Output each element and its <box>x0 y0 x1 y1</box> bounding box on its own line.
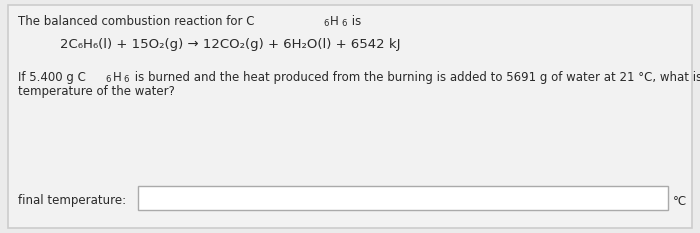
Text: 6: 6 <box>323 18 328 27</box>
Text: The balanced combustion reaction for C: The balanced combustion reaction for C <box>18 15 255 28</box>
Text: °C: °C <box>673 195 687 208</box>
Text: temperature of the water?: temperature of the water? <box>18 85 175 98</box>
Text: If 5.400 g C: If 5.400 g C <box>18 71 86 84</box>
Text: is: is <box>349 15 362 28</box>
Text: H: H <box>330 15 339 28</box>
Text: final temperature:: final temperature: <box>18 194 126 207</box>
Text: is burned and the heat produced from the burning is added to 5691 g of water at : is burned and the heat produced from the… <box>131 71 700 84</box>
FancyBboxPatch shape <box>8 5 692 228</box>
Text: 6: 6 <box>106 75 111 83</box>
Text: 6: 6 <box>342 18 346 27</box>
Text: H: H <box>113 71 121 84</box>
FancyBboxPatch shape <box>138 186 668 210</box>
Text: 2C₆H₆(l) + 15O₂(g) → 12CO₂(g) + 6H₂O(l) + 6542 kJ: 2C₆H₆(l) + 15O₂(g) → 12CO₂(g) + 6H₂O(l) … <box>60 38 400 51</box>
Text: 6: 6 <box>124 75 130 83</box>
